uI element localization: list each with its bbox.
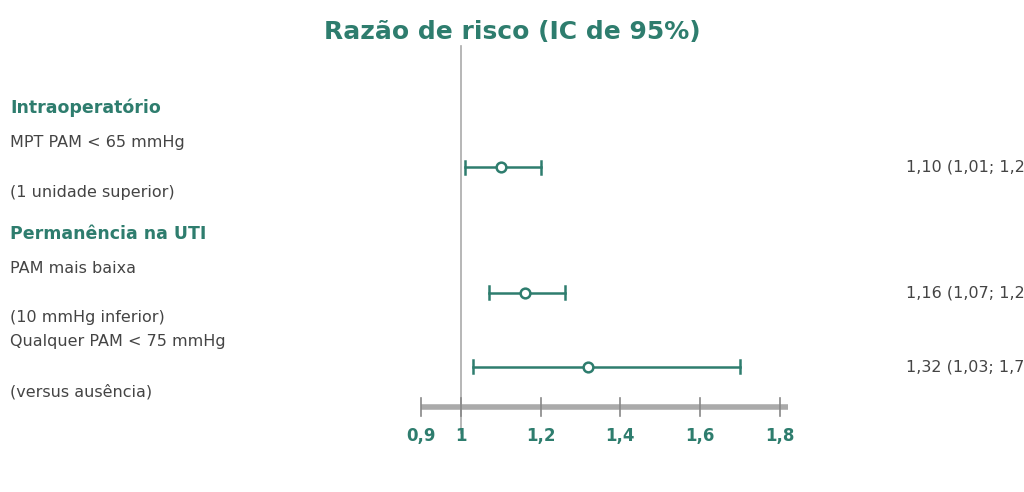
Text: 0,9: 0,9 xyxy=(407,428,436,445)
Text: 1,2: 1,2 xyxy=(526,428,555,445)
Text: 1,6: 1,6 xyxy=(685,428,715,445)
Text: Permanência na UTI: Permanência na UTI xyxy=(10,225,207,243)
Text: (versus ausência): (versus ausência) xyxy=(10,384,153,400)
Text: Qualquer PAM < 75 mmHg: Qualquer PAM < 75 mmHg xyxy=(10,335,226,349)
Text: 1: 1 xyxy=(455,428,467,445)
Text: MPT PAM < 65 mmHg: MPT PAM < 65 mmHg xyxy=(10,135,185,150)
Text: 1,32 (1,03; 1,70): 1,32 (1,03; 1,70) xyxy=(906,359,1024,374)
Text: (1 unidade superior): (1 unidade superior) xyxy=(10,184,175,199)
Text: 1,4: 1,4 xyxy=(605,428,635,445)
Text: Intraoperatório: Intraoperatório xyxy=(10,99,161,118)
Text: PAM mais baixa: PAM mais baixa xyxy=(10,261,136,276)
Text: 1,8: 1,8 xyxy=(765,428,795,445)
Text: 1,10 (1,01; 1,20): 1,10 (1,01; 1,20) xyxy=(906,160,1024,175)
Text: Razão de risco (IC de 95%): Razão de risco (IC de 95%) xyxy=(324,20,700,44)
Text: (10 mmHg inferior): (10 mmHg inferior) xyxy=(10,310,165,325)
Text: 1,16 (1,07; 1,26): 1,16 (1,07; 1,26) xyxy=(906,285,1024,300)
